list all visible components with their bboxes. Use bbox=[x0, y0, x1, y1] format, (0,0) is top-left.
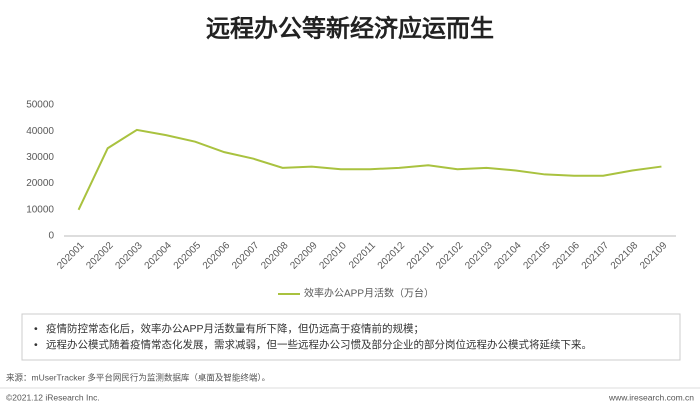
x-tick-label: 202001 bbox=[55, 240, 87, 272]
x-tick-label: 202006 bbox=[201, 240, 233, 272]
x-tick-label: 202104 bbox=[492, 240, 524, 272]
copyright: ©2021.12 iResearch Inc. bbox=[6, 392, 100, 402]
y-tick-label: 0 bbox=[48, 231, 54, 242]
x-tick-label: 202008 bbox=[259, 240, 291, 272]
y-tick-label: 40000 bbox=[26, 126, 54, 137]
x-tick-label: 202012 bbox=[376, 240, 408, 272]
legend-label: 效率办公APP月活数（万台） bbox=[304, 287, 434, 300]
notes-box bbox=[21, 313, 681, 361]
line bbox=[77, 128, 662, 211]
x-tick-label: 202108 bbox=[609, 240, 641, 272]
y-tick-label: 20000 bbox=[26, 178, 54, 189]
y-tick-label: 30000 bbox=[26, 152, 54, 163]
x-tick-label: 202009 bbox=[288, 240, 320, 272]
note: 疫情防控常态化后，效率办公APP月活数量有所下降，但仍远高于疫情前的规模； bbox=[46, 322, 424, 335]
x-tick-label: 202102 bbox=[434, 240, 466, 272]
y-tick-label: 10000 bbox=[26, 204, 54, 215]
bullet: • bbox=[34, 323, 38, 335]
note: 远程办公模式随着疫情常态化发展，需求减弱，但一些远程办公习惯及部分企业的部分岗位… bbox=[46, 338, 592, 351]
x-tick-label: 202007 bbox=[230, 240, 262, 272]
x-tick-label: 202005 bbox=[172, 240, 204, 272]
x-tick-label: 202106 bbox=[551, 240, 583, 272]
website: www.iresearch.com.cn bbox=[608, 392, 694, 402]
chart-title: 远程办公等新经济应运而生 bbox=[206, 14, 494, 42]
source: 来源：mUserTracker 多平台网民行为监测数据库（桌面及智能终端）。 bbox=[6, 372, 270, 382]
bullet: • bbox=[34, 339, 38, 351]
x-tick-label: 202011 bbox=[347, 240, 378, 271]
x-tick-label: 202107 bbox=[580, 240, 612, 272]
x-tick-label: 202105 bbox=[521, 240, 553, 272]
x-tick-label: 202101 bbox=[405, 240, 437, 272]
x-tick-label: 202004 bbox=[143, 240, 175, 272]
x-tick-label: 202010 bbox=[317, 240, 349, 272]
x-tick-label: 202002 bbox=[84, 240, 116, 272]
x-tick-label: 202103 bbox=[463, 240, 495, 272]
x-tick-label: 202109 bbox=[638, 240, 670, 272]
x-tick-label: 202003 bbox=[113, 240, 145, 272]
y-tick-label: 50000 bbox=[26, 100, 54, 111]
